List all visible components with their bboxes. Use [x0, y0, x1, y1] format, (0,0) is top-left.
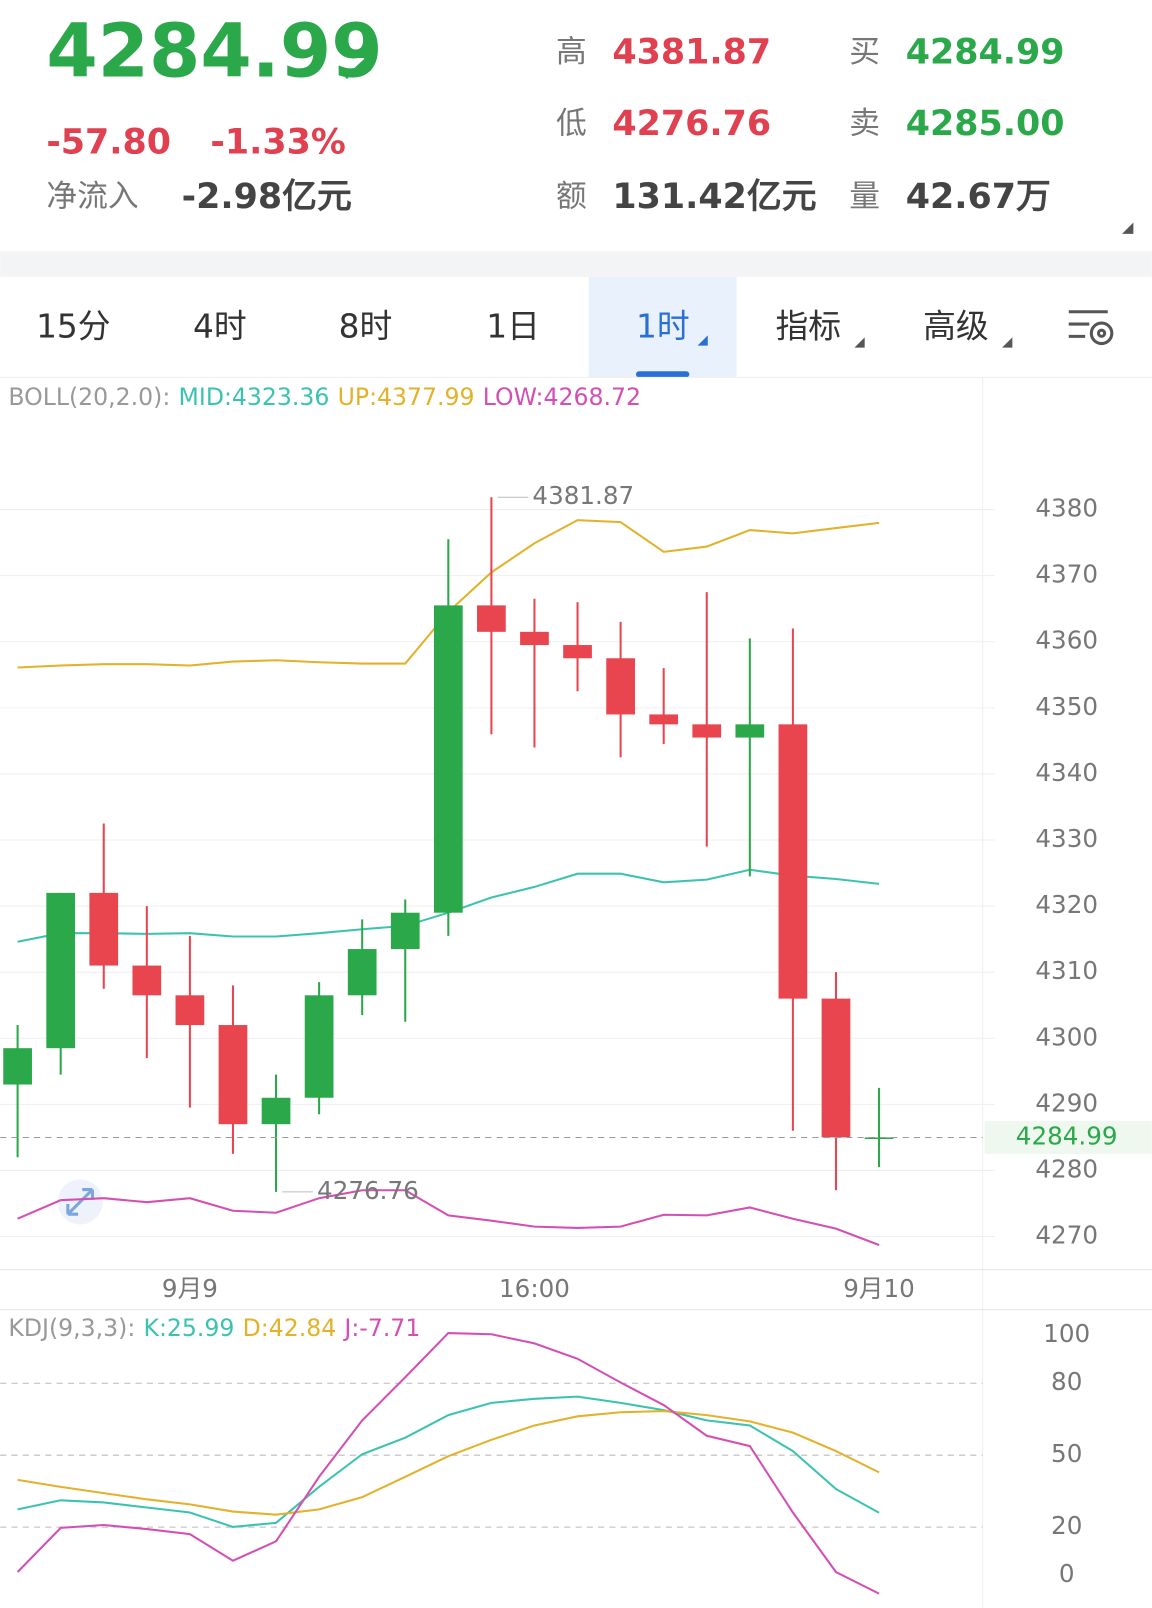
y-tick-label: 4340 — [1035, 758, 1098, 787]
settings-icon[interactable] — [1068, 310, 1114, 346]
candle-body — [778, 724, 808, 999]
y-tick-label: 50 — [1051, 1439, 1082, 1468]
candle-body — [563, 645, 592, 659]
candle-body — [304, 995, 334, 1098]
x-tick-label: 9月10 — [843, 1274, 915, 1303]
tab[interactable]: 4时 — [193, 308, 247, 346]
legend-entry: K:25.99 — [143, 1314, 234, 1342]
selected-tab-bg — [588, 276, 737, 378]
stat-label: 额 — [556, 178, 587, 214]
tab[interactable]: 高级 — [923, 308, 989, 346]
divider-band — [0, 251, 1152, 277]
stat-value: 131.42亿元 — [612, 177, 816, 217]
indicator-line — [17, 1189, 880, 1246]
y-tick-label: 4320 — [1035, 890, 1098, 919]
candle-body — [821, 998, 851, 1138]
y-tick-label: 4350 — [1035, 692, 1098, 721]
y-tick-label: 4300 — [1035, 1022, 1098, 1051]
stat-label: 高 — [556, 34, 587, 70]
y-tick-label: 4330 — [1035, 824, 1098, 853]
stat-value: 4381.87 — [612, 32, 771, 72]
candle-body — [261, 1097, 291, 1125]
expand-corner[interactable] — [1122, 222, 1134, 234]
candle-body — [433, 605, 463, 913]
selected-tab-underline — [635, 371, 690, 378]
stat-label: 卖 — [849, 106, 880, 142]
stat-value: 4285.00 — [906, 104, 1065, 144]
candle-body — [132, 965, 162, 996]
legend-entry: LOW:4268.72 — [483, 382, 641, 410]
candle-body — [735, 724, 765, 738]
last-price-tag — [984, 1121, 1152, 1154]
boll-legend: BOLL(20,2.0): MID:4323.36 UP:4377.99 LOW:42… — [8, 382, 641, 410]
legend-title: KDJ(9,3,3): — [8, 1314, 135, 1342]
y-tick-label: 4290 — [1035, 1088, 1098, 1117]
y-tick-label: 20 — [1051, 1511, 1082, 1540]
x-tick-label: 16:00 — [499, 1274, 570, 1303]
y-tick-label: 4310 — [1035, 956, 1098, 985]
last-price-label: 4284.99 — [1016, 1121, 1118, 1150]
legend-entry: J:-7.71 — [342, 1314, 420, 1342]
candle-body — [390, 912, 420, 950]
candle-body — [477, 605, 506, 632]
expand-button[interactable] — [57, 1179, 103, 1225]
y-tick-label: 4360 — [1035, 626, 1098, 655]
candle-body — [347, 949, 377, 996]
tab[interactable]: 1时 — [636, 308, 690, 346]
tab[interactable]: 指标 — [775, 308, 841, 346]
x-tick-label: 9月9 — [162, 1274, 218, 1303]
candle-body — [864, 1137, 894, 1140]
dropdown-marker — [1002, 337, 1013, 348]
price-change-pct: -1.33% — [210, 123, 345, 163]
extreme-marker-label: 4276.76 — [317, 1176, 419, 1205]
tab[interactable]: 15分 — [36, 308, 111, 346]
candle-body — [606, 658, 635, 715]
y-tick-label: 4270 — [1035, 1221, 1098, 1250]
y-tick-label: 4380 — [1035, 494, 1098, 523]
dropdown-marker — [854, 337, 865, 348]
stat-label: 低 — [556, 106, 587, 142]
candle-body — [3, 1048, 32, 1085]
candle-body — [175, 995, 205, 1026]
candle-body — [520, 631, 549, 646]
legend-entry: MID:4323.36 — [179, 382, 330, 410]
y-tick-label: 0 — [1059, 1559, 1075, 1588]
tab[interactable]: 8时 — [339, 308, 393, 346]
inflow-label: 净流入 — [46, 178, 138, 214]
candle-body — [89, 892, 119, 966]
legend-entry: D:42.84 — [243, 1314, 337, 1342]
legend-entry: UP:4377.99 — [338, 382, 475, 410]
y-tick-label: 4280 — [1035, 1154, 1098, 1183]
price-change: -57.80 — [46, 123, 171, 163]
inflow-value: -2.98亿元 — [182, 177, 352, 217]
extreme-marker-label: 4381.87 — [532, 481, 634, 510]
stat-value: 4284.99 — [906, 32, 1065, 72]
indicator-line — [16, 1332, 880, 1595]
candle-body — [649, 714, 679, 725]
candle-body — [46, 892, 76, 1049]
indicator-line — [17, 1410, 880, 1516]
last-price: 4284.99 — [46, 8, 382, 94]
indicator-line — [17, 1395, 880, 1528]
up-arrow-icon — [344, 54, 371, 80]
tab[interactable]: 1日 — [486, 308, 540, 346]
candle-body — [218, 1025, 248, 1125]
y-tick-label: 100 — [1043, 1319, 1090, 1348]
kdj-legend: KDJ(9,3,3): K:25.99 D:42.84 J:-7.71 — [8, 1314, 420, 1342]
stat-label: 量 — [849, 178, 880, 214]
y-tick-label: 80 — [1051, 1367, 1082, 1396]
candle-body — [692, 724, 722, 738]
legend-title: BOLL(20,2.0): — [8, 382, 170, 410]
stat-label: 买 — [849, 34, 880, 70]
stat-value: 42.67万 — [906, 177, 1051, 217]
stat-value: 4276.76 — [612, 104, 771, 144]
y-tick-label: 4370 — [1035, 560, 1098, 589]
